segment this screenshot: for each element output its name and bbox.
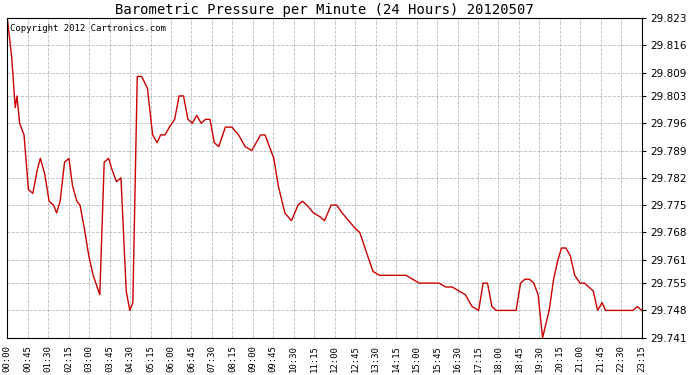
Text: Copyright 2012 Cartronics.com: Copyright 2012 Cartronics.com	[10, 24, 166, 33]
Title: Barometric Pressure per Minute (24 Hours) 20120507: Barometric Pressure per Minute (24 Hours…	[115, 3, 534, 17]
